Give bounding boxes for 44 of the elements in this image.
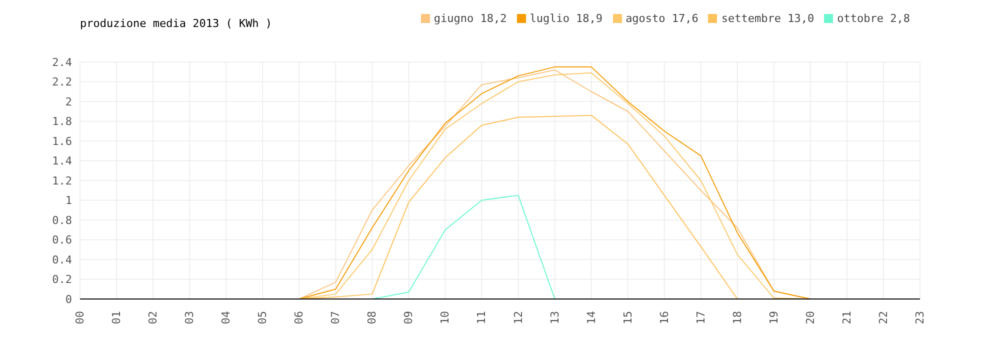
x-tick-label: 05 bbox=[256, 311, 270, 324]
x-tick-label: 09 bbox=[402, 311, 416, 324]
x-tick-label: 18 bbox=[730, 311, 744, 324]
x-tick-label: 06 bbox=[292, 311, 306, 324]
line-series bbox=[372, 194, 556, 299]
x-tick-label: 23 bbox=[914, 311, 926, 324]
x-tick-label: 14 bbox=[584, 310, 598, 324]
chart-title: produzione media 2013 ( KWh ) bbox=[80, 17, 272, 30]
y-tick-label: 1.4 bbox=[52, 154, 72, 168]
x-tick-label: 07 bbox=[329, 311, 342, 324]
x-tick-label: 12 bbox=[512, 311, 525, 324]
y-tick-label: 2.2 bbox=[52, 76, 72, 89]
x-tick-label: 20 bbox=[804, 311, 817, 324]
x-tick-label: 01 bbox=[110, 311, 124, 324]
legend-label: ottobre 2,8 bbox=[837, 12, 910, 25]
y-tick-label: 1.8 bbox=[52, 115, 72, 128]
x-tick-label: 16 bbox=[658, 311, 671, 324]
y-tick-label: 0.6 bbox=[52, 234, 72, 247]
x-tick-label: 08 bbox=[366, 311, 379, 324]
legend-label: agosto 17,6 bbox=[626, 12, 698, 25]
y-tick-label: 1.6 bbox=[52, 134, 72, 148]
y-tick-label: 1.2 bbox=[52, 174, 72, 188]
x-tick-label: 03 bbox=[183, 311, 196, 324]
x-tick-label: 15 bbox=[621, 311, 634, 324]
x-tick-label: 21 bbox=[840, 311, 854, 324]
legend-label: luglio 18,9 bbox=[530, 12, 603, 25]
x-tick-label: 22 bbox=[876, 311, 890, 324]
x-tick-label: 02 bbox=[146, 311, 160, 324]
x-tick-label: 04 bbox=[220, 310, 233, 324]
y-tick-label: 0.2 bbox=[52, 273, 72, 286]
x-tick-label: 10 bbox=[438, 311, 452, 324]
y-tick-label: 2 bbox=[65, 95, 72, 108]
x-tick-label: 11 bbox=[475, 311, 488, 324]
x-tick-label: 13 bbox=[548, 311, 562, 324]
y-tick-label: 0 bbox=[65, 292, 72, 306]
y-tick-label: 0.4 bbox=[52, 253, 72, 266]
x-tick-label: 17 bbox=[694, 311, 708, 324]
legend-label: settembre 13,0 bbox=[721, 12, 814, 25]
legend-label: giugno 18,2 bbox=[434, 12, 507, 25]
y-tick-label: 0.8 bbox=[52, 214, 72, 227]
x-tick-label: 19 bbox=[767, 311, 780, 324]
y-tick-label: 2.4 bbox=[52, 56, 72, 69]
x-tick-label: 00 bbox=[74, 311, 86, 324]
y-tick-label: 1 bbox=[65, 194, 72, 208]
